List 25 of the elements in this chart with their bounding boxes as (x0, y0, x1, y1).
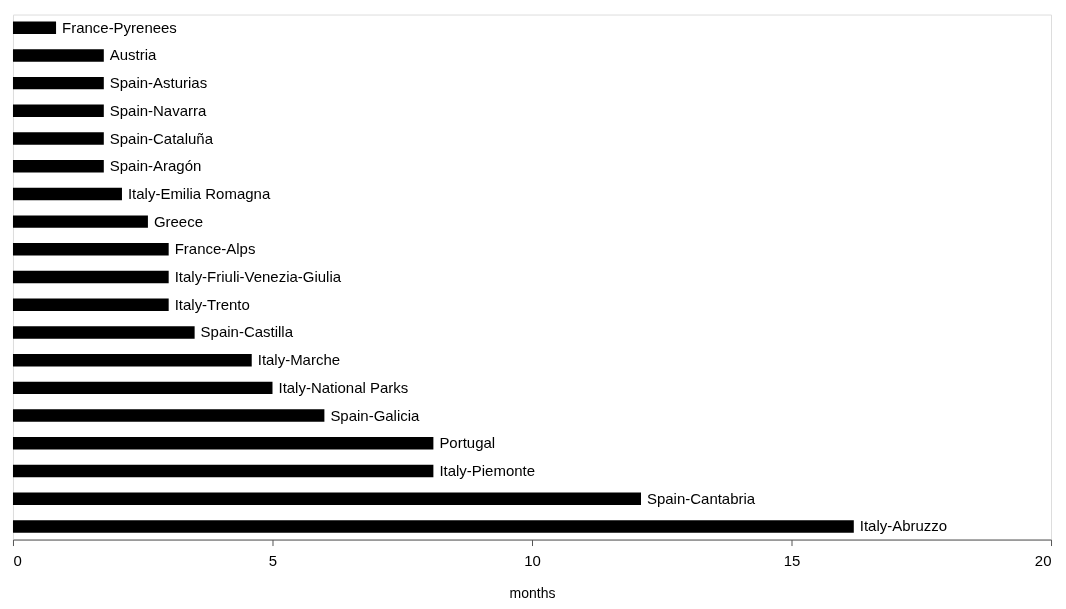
y-tick-label: Spain-Castilla (200, 323, 294, 341)
y-tick-label: Spain-Cataluña (109, 129, 214, 147)
y-tick-label: Spain-Navarra (109, 101, 207, 119)
x-tick-label: 0 (13, 552, 22, 570)
y-tick-label: France-Pyrenees (62, 18, 177, 36)
y-tick-label: Spain-Asturias (109, 74, 208, 92)
y-tick-label: Austria (109, 46, 158, 64)
y-tick-label: Italy-Emilia Romagna (127, 184, 271, 202)
y-tick-label: Italy-Trento (174, 295, 250, 313)
x-tick-label: 20 (1034, 552, 1052, 570)
y-tick-label: Spain-Aragón (109, 157, 202, 175)
x-tick-label: 15 (783, 552, 801, 570)
x-tick-label: 10 (524, 552, 541, 570)
y-tick-label: Italy-Friuli-Venezia-Giulia (174, 268, 342, 286)
x-tick-label: 5 (268, 552, 278, 570)
y-tick-label: Italy-Piemonte (439, 461, 536, 479)
y-tick-label: Spain-Cantabria (646, 489, 756, 507)
y-tick-label: Greece (153, 212, 203, 230)
y-tick-label: Italy-National Parks (278, 378, 409, 396)
y-tick-label: Portugal (439, 434, 496, 452)
x-axis-title: months (509, 584, 556, 601)
y-tick-label: Italy-Abruzzo (859, 517, 948, 535)
y-tick-label: Italy-Marche (257, 351, 341, 369)
y-tick-label: France-Alps (174, 240, 256, 258)
y-tick-label: Spain-Galicia (330, 406, 421, 424)
